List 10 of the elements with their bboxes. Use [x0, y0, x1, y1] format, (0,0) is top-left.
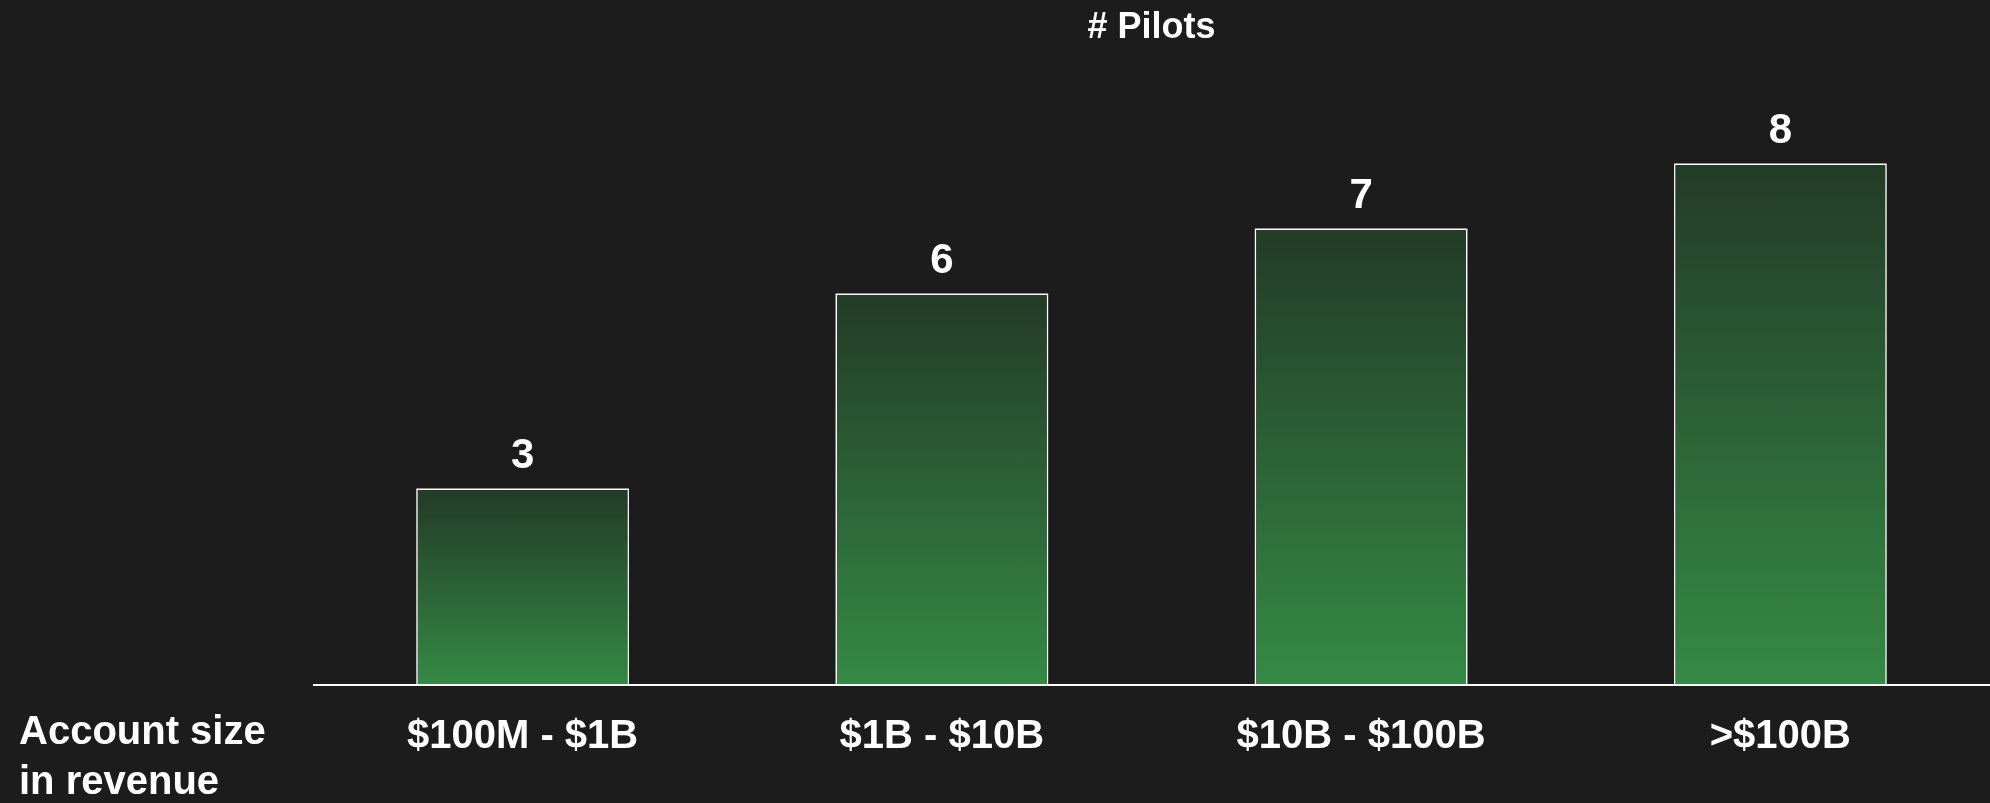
- chart-title: # Pilots: [1087, 5, 1216, 46]
- data-label: 8: [1768, 105, 1793, 152]
- x-tick-label: $10B - $100B: [1236, 712, 1486, 756]
- x-tick-label: $100M - $1B: [407, 712, 639, 756]
- data-label: 6: [930, 235, 954, 282]
- x-tick-label: $1B - $10B: [839, 712, 1045, 756]
- data-label: 3: [510, 430, 535, 477]
- x-axis-title: Account size in revenue: [19, 708, 266, 802]
- data-label: 7: [1349, 170, 1373, 217]
- x-tick-label: >$100B: [1709, 712, 1851, 756]
